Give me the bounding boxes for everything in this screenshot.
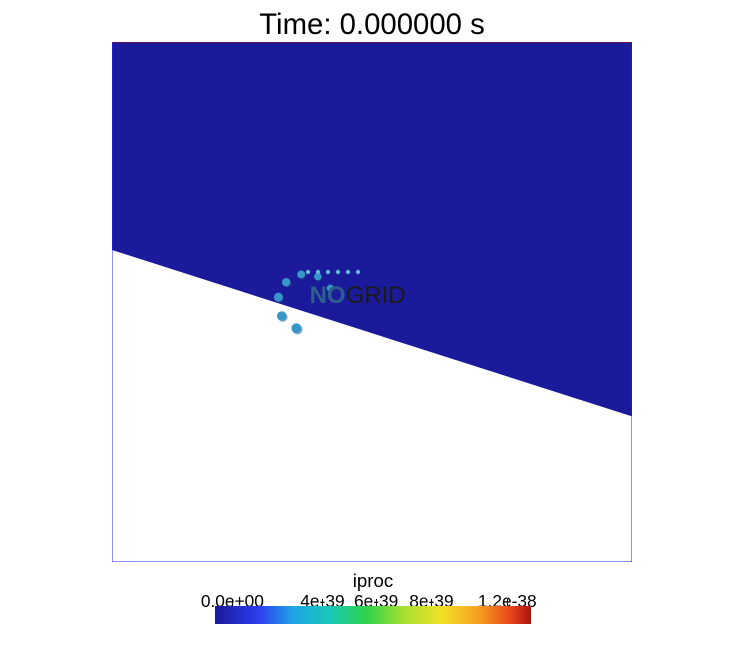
fill-region [112, 42, 632, 416]
colorbar-tickmark [507, 599, 508, 606]
colorbar-tickmark [376, 599, 377, 606]
colorbar-tickmark [322, 599, 323, 606]
colorbar: iproc 0.0e+004e-396e-398e-391.2e-38 [215, 574, 531, 642]
plot-svg [112, 42, 632, 562]
colorbar-gradient [215, 606, 531, 624]
chart-title: Time: 0.000000 s [0, 8, 744, 42]
colorbar-tickmark [431, 599, 432, 606]
figure: Time: 0.000000 s NOGRID iproc 0.0e+004e-… [0, 0, 744, 650]
plot-area: NOGRID [112, 42, 632, 562]
colorbar-tickmark [232, 599, 233, 606]
